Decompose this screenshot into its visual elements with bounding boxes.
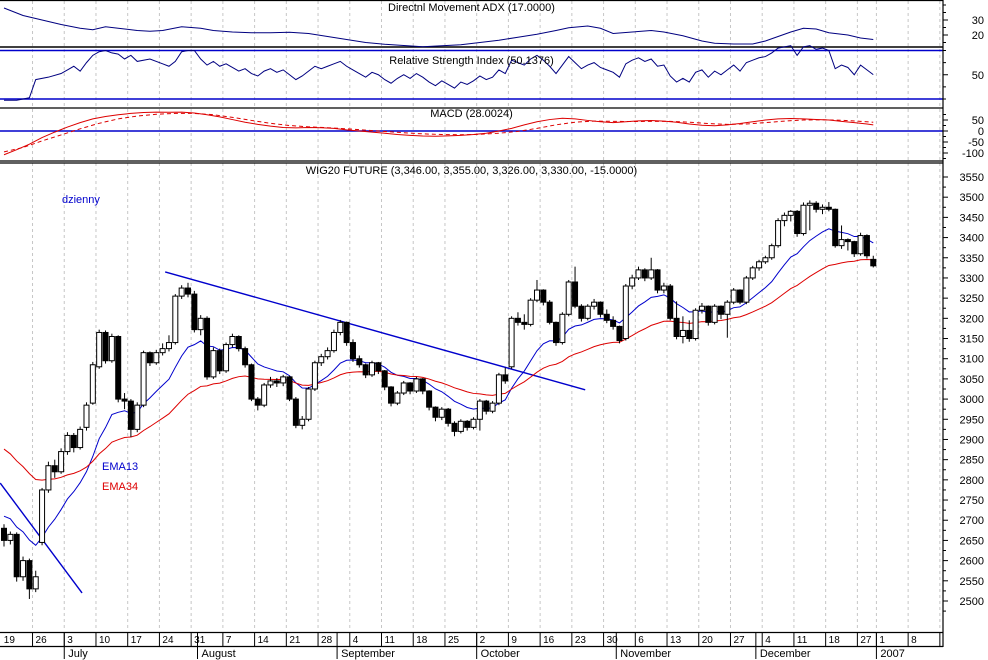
svg-text:-100: -100 bbox=[962, 148, 984, 160]
svg-text:December: December bbox=[760, 648, 811, 660]
trendlines bbox=[0, 271, 586, 594]
interval-label: dzienny bbox=[62, 194, 100, 206]
svg-text:September: September bbox=[341, 648, 395, 660]
svg-text:2750: 2750 bbox=[960, 495, 984, 507]
ema13-label: EMA13 bbox=[102, 461, 139, 473]
svg-text:2500: 2500 bbox=[960, 596, 984, 608]
svg-text:3300: 3300 bbox=[960, 273, 984, 285]
candlestick-series bbox=[1, 200, 877, 599]
svg-text:30: 30 bbox=[607, 635, 619, 646]
svg-text:2800: 2800 bbox=[960, 475, 984, 487]
svg-text:30: 30 bbox=[972, 15, 984, 27]
panel-frames bbox=[0, 0, 944, 648]
svg-text:25: 25 bbox=[448, 635, 460, 646]
adx-panel-title: Directnl Movement ADX (17.0000) bbox=[388, 2, 555, 14]
svg-text:2700: 2700 bbox=[960, 515, 984, 527]
svg-text:31: 31 bbox=[194, 635, 206, 646]
svg-text:2650: 2650 bbox=[960, 535, 984, 547]
macd-lines bbox=[3, 111, 874, 156]
svg-text:17: 17 bbox=[131, 635, 143, 646]
svg-text:50: 50 bbox=[972, 70, 984, 82]
svg-text:27: 27 bbox=[733, 635, 745, 646]
svg-text:2950: 2950 bbox=[960, 414, 984, 426]
svg-text:3200: 3200 bbox=[960, 313, 984, 325]
svg-text:50: 50 bbox=[972, 115, 984, 127]
macd-panel-title: MACD (28.0024) bbox=[430, 108, 513, 120]
svg-text:27: 27 bbox=[860, 635, 872, 646]
svg-text:3550: 3550 bbox=[960, 172, 984, 184]
svg-text:1: 1 bbox=[879, 635, 885, 646]
date-axis: 19 26 3 10 17 24 31 7 14 21 28 4 11 18 25 2 9 16 23 30 6 13 20… bbox=[4, 633, 941, 660]
svg-text:9: 9 bbox=[511, 635, 517, 646]
svg-text:3050: 3050 bbox=[960, 374, 984, 386]
svg-text:3450: 3450 bbox=[960, 212, 984, 224]
svg-text:3: 3 bbox=[67, 635, 73, 646]
svg-text:10: 10 bbox=[99, 635, 111, 646]
svg-text:20: 20 bbox=[972, 30, 984, 42]
svg-text:11: 11 bbox=[385, 635, 396, 646]
svg-text:21: 21 bbox=[289, 635, 301, 646]
ema34-label: EMA34 bbox=[102, 481, 139, 493]
svg-text:4: 4 bbox=[353, 635, 359, 646]
svg-text:16: 16 bbox=[543, 635, 555, 646]
svg-text:August: August bbox=[201, 648, 235, 660]
adx-line bbox=[3, 7, 874, 48]
svg-text:November: November bbox=[620, 648, 671, 660]
ema13-line bbox=[3, 228, 874, 546]
svg-text:2600: 2600 bbox=[960, 556, 984, 568]
svg-text:3350: 3350 bbox=[960, 253, 984, 265]
svg-text:3100: 3100 bbox=[960, 354, 984, 366]
svg-text:2850: 2850 bbox=[960, 455, 984, 467]
svg-text:2550: 2550 bbox=[960, 576, 984, 588]
indicator-level-lines bbox=[0, 49, 943, 132]
ema34-line bbox=[3, 259, 874, 481]
svg-text:23: 23 bbox=[575, 635, 587, 646]
svg-text:14: 14 bbox=[258, 635, 270, 646]
svg-text:3150: 3150 bbox=[960, 334, 984, 346]
svg-text:6: 6 bbox=[638, 635, 644, 646]
svg-text:2900: 2900 bbox=[960, 434, 984, 446]
svg-text:0: 0 bbox=[978, 126, 984, 138]
svg-text:8: 8 bbox=[911, 635, 917, 646]
svg-text:4: 4 bbox=[765, 635, 771, 646]
svg-text:18: 18 bbox=[829, 635, 841, 646]
svg-text:3500: 3500 bbox=[960, 192, 984, 204]
svg-text:July: July bbox=[68, 648, 88, 660]
svg-text:28: 28 bbox=[321, 635, 333, 646]
rsi-panel-title: Relative Strength Index (50.1376) bbox=[389, 55, 554, 67]
svg-text:3000: 3000 bbox=[960, 394, 984, 406]
rsi-line bbox=[4, 45, 874, 101]
svg-text:2007: 2007 bbox=[880, 648, 904, 660]
price-panel-title: WIG20 FUTURE (3,346.00, 3,355.00, 3,326.… bbox=[305, 165, 638, 177]
right-axis: 302050500-50-100355035003450340033503300… bbox=[943, 4, 984, 612]
svg-text:24: 24 bbox=[162, 635, 174, 646]
svg-text:26: 26 bbox=[36, 635, 48, 646]
svg-text:19: 19 bbox=[4, 635, 16, 646]
svg-text:October: October bbox=[481, 648, 520, 660]
svg-text:20: 20 bbox=[702, 635, 714, 646]
svg-text:3250: 3250 bbox=[960, 293, 984, 305]
svg-text:3400: 3400 bbox=[960, 233, 984, 245]
weekly-gridlines bbox=[32, 1, 941, 631]
svg-text:-50: -50 bbox=[968, 137, 984, 149]
svg-text:11: 11 bbox=[797, 635, 808, 646]
svg-text:7: 7 bbox=[226, 635, 232, 646]
svg-text:18: 18 bbox=[416, 635, 428, 646]
svg-text:13: 13 bbox=[670, 635, 682, 646]
svg-text:2: 2 bbox=[480, 635, 486, 646]
